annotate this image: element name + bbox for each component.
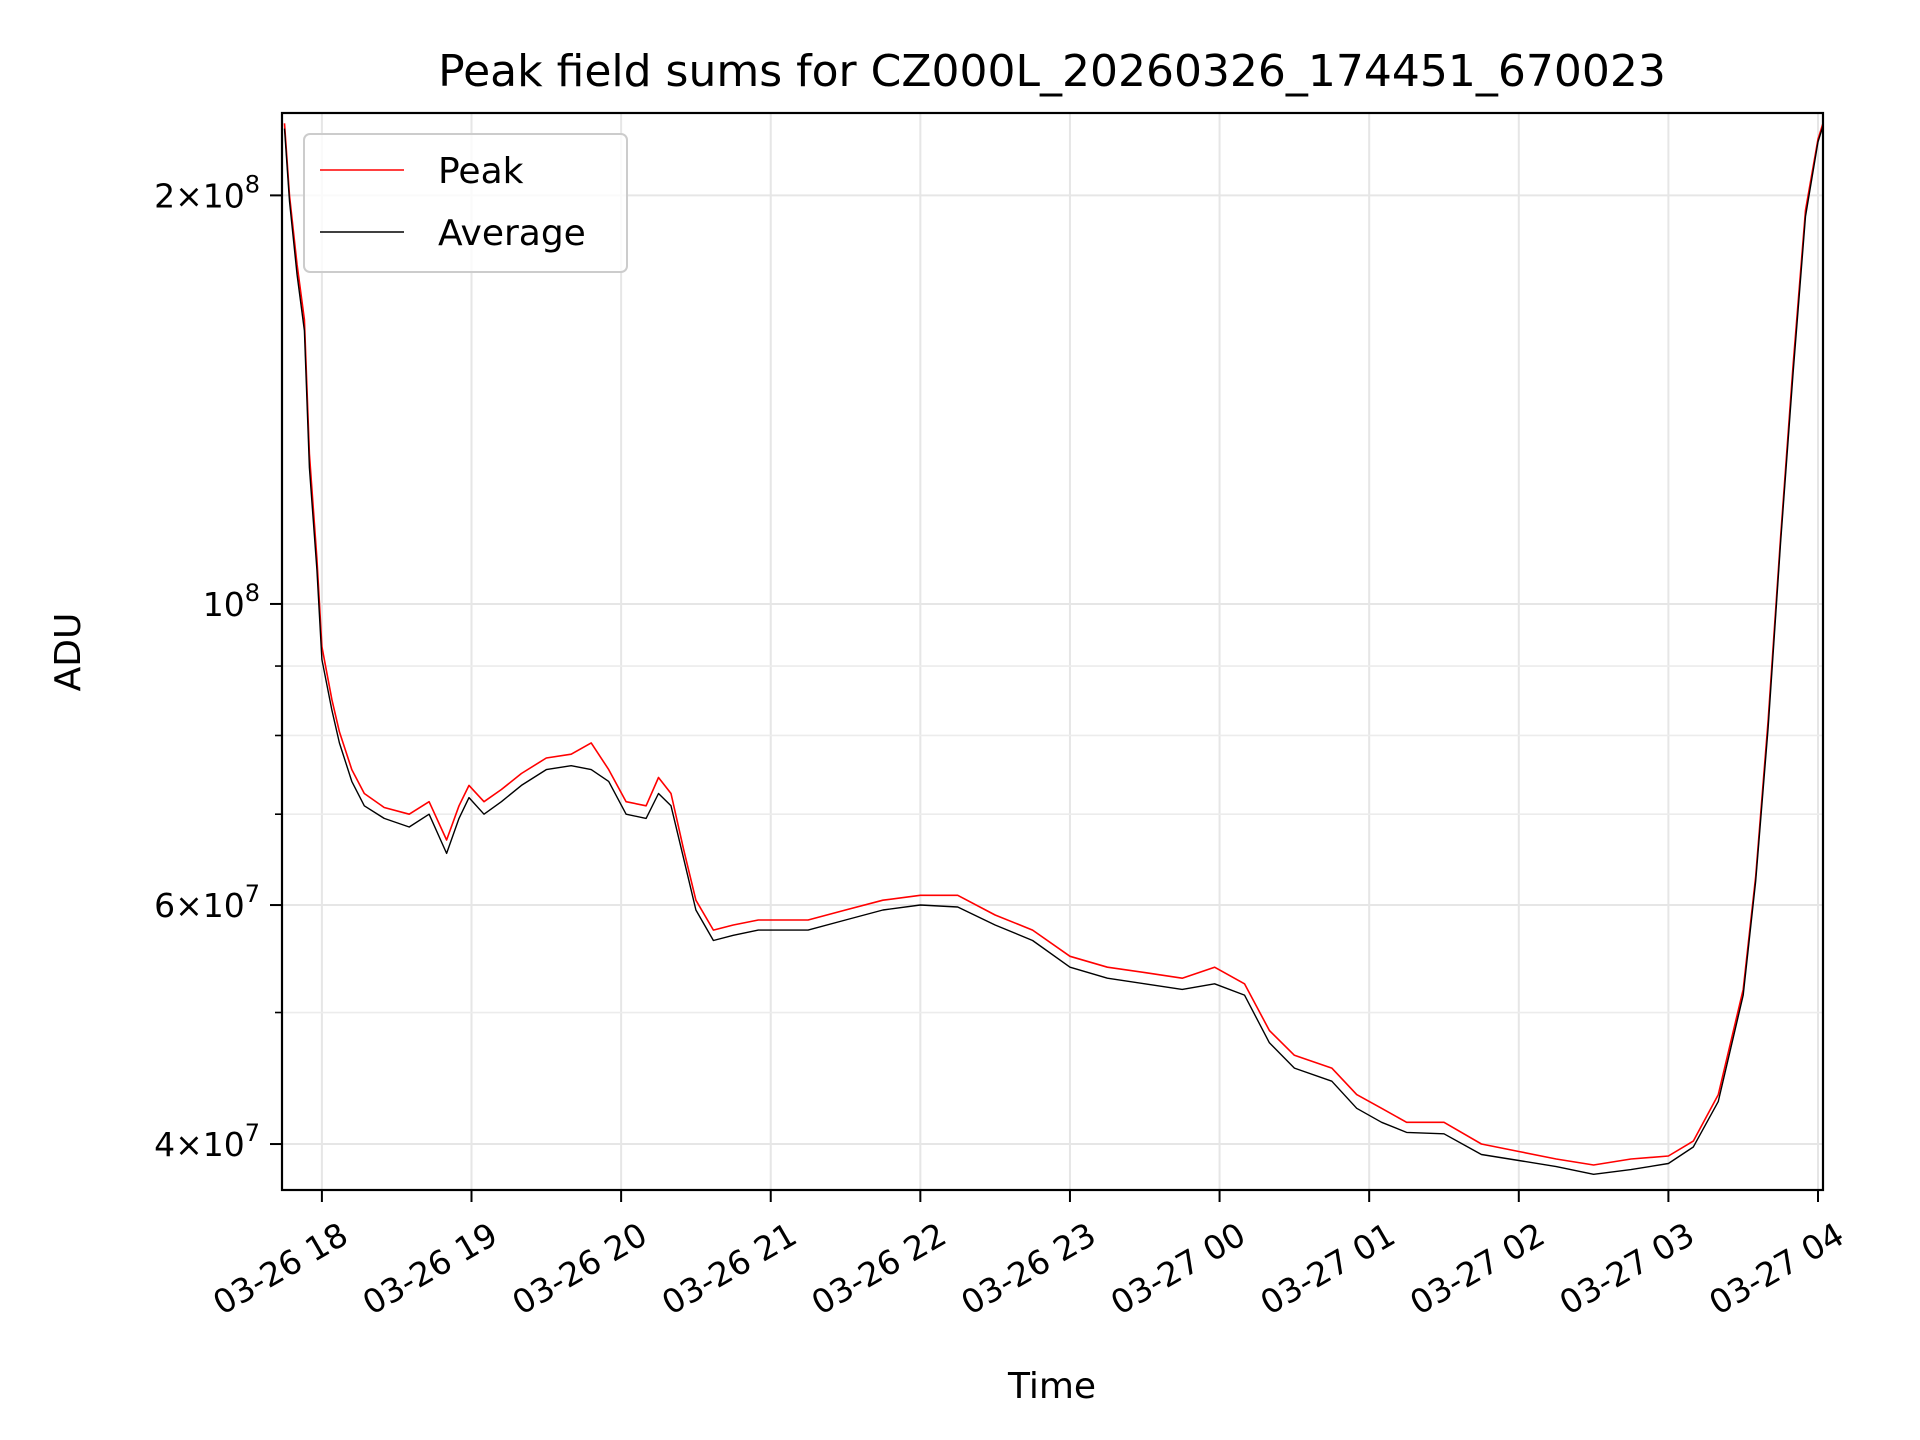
y-tick-label-base: 4×10 [154, 1125, 245, 1164]
y-tick-label-base: 10 [203, 585, 245, 624]
y-tick-label-exponent: 7 [245, 880, 260, 908]
y-tick-label: 6×107 [154, 880, 260, 925]
y-tick-label-exponent: 8 [245, 579, 260, 607]
legend-box [303, 133, 628, 273]
y-axis-label: ADU [48, 613, 89, 692]
series-layer [283, 123, 1824, 1176]
series-line-average [283, 125, 1824, 1176]
x-axis-label: Time [1007, 1366, 1096, 1407]
y-tick-label: 108 [203, 579, 260, 624]
grid [282, 113, 1823, 1190]
y-tick-label-base: 2×10 [154, 176, 245, 215]
y-tick-label-exponent: 7 [245, 1119, 260, 1147]
y-tick-label-exponent: 8 [245, 170, 260, 198]
plot-frame [280, 111, 1825, 1192]
chart-title: Peak field sums for CZ000L_20260326_1744… [438, 46, 1666, 97]
y-tick-label: 4×107 [154, 1119, 260, 1164]
legend: Peak Average [303, 133, 628, 273]
y-tick-label: 2×108 [154, 170, 260, 215]
legend-label-peak: Peak [438, 151, 524, 192]
legend-label-average: Average [438, 213, 586, 254]
series-line-peak [283, 123, 1824, 1166]
y-tick-label-base: 6×10 [154, 886, 245, 925]
